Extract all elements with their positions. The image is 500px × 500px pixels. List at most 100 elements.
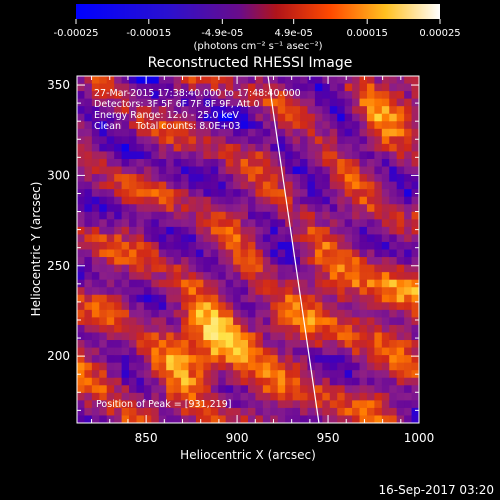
heatmap-cell	[248, 362, 257, 371]
heatmap-cell	[195, 340, 204, 349]
heatmap-cell	[91, 272, 100, 281]
heatmap-cell	[143, 287, 152, 296]
heatmap-cell	[77, 121, 86, 130]
heatmap-cell	[337, 347, 346, 356]
heatmap-cell	[158, 181, 167, 190]
heatmap-cell	[129, 106, 138, 115]
heatmap-cell	[381, 302, 390, 311]
heatmap-cell	[262, 415, 271, 423]
heatmap-cell	[233, 362, 242, 371]
heatmap-cell	[389, 302, 398, 311]
heatmap-cell	[233, 407, 242, 417]
heatmap-cell	[121, 196, 130, 205]
heatmap-cell	[262, 340, 271, 349]
heatmap-cell	[396, 226, 405, 236]
heatmap-cell	[240, 294, 249, 303]
heatmap-cell	[136, 76, 145, 85]
heatmap-cell	[292, 272, 301, 281]
heatmap-cell	[322, 272, 331, 281]
heatmap-cell	[344, 234, 353, 243]
heatmap-cell	[225, 121, 234, 130]
heatmap-cell	[240, 279, 249, 288]
heatmap-cell	[322, 309, 331, 318]
heatmap-cell	[106, 181, 115, 190]
heatmap-cell	[307, 204, 316, 213]
heatmap-cell	[106, 362, 115, 371]
heatmap-cell	[166, 279, 175, 288]
heatmap-cell	[240, 219, 249, 228]
heatmap-cell	[240, 400, 249, 409]
heatmap-cell	[270, 143, 279, 153]
heatmap-cell	[233, 302, 242, 311]
heatmap-cell	[166, 370, 175, 379]
heatmap-cell	[114, 407, 123, 417]
heatmap-cell	[337, 392, 346, 401]
heatmap-cell	[158, 355, 167, 364]
heatmap-cell	[292, 151, 301, 160]
heatmap-cell	[218, 309, 227, 318]
heatmap-cell	[329, 355, 338, 364]
heatmap-cell	[166, 211, 175, 220]
heatmap-cell	[277, 392, 286, 401]
heatmap-cell	[225, 264, 234, 273]
heatmap-cell	[411, 332, 419, 341]
heatmap-cell	[396, 76, 405, 85]
heatmap-cell	[270, 241, 279, 251]
heatmap-cell	[240, 272, 249, 281]
heatmap-cell	[262, 234, 271, 243]
heatmap-cell	[389, 264, 398, 273]
heatmap-cell	[225, 287, 234, 296]
heatmap-cell	[248, 415, 257, 423]
heatmap-cell	[173, 241, 182, 251]
heatmap-cell	[166, 219, 175, 228]
heatmap-cell	[292, 196, 301, 205]
heatmap-cell	[84, 257, 93, 266]
heatmap-cell	[129, 309, 138, 318]
heatmap-cell	[270, 91, 279, 100]
heatmap-cell	[240, 241, 249, 251]
heatmap-cell	[121, 257, 130, 266]
heatmap-cell	[270, 370, 279, 379]
heatmap-cell	[151, 166, 160, 175]
heatmap-cell	[262, 98, 271, 107]
heatmap-cell	[106, 241, 115, 251]
heatmap-cell	[188, 385, 197, 394]
heatmap-cell	[91, 332, 100, 341]
heatmap-cell	[136, 279, 145, 288]
heatmap-cell	[195, 309, 204, 318]
heatmap-cell	[329, 211, 338, 220]
heatmap-cell	[121, 151, 130, 160]
heatmap-cell	[307, 385, 316, 394]
heatmap-cell	[404, 385, 413, 394]
heatmap-cell	[255, 392, 264, 401]
heatmap-cell	[248, 166, 257, 175]
heatmap-cell	[307, 121, 316, 130]
heatmap-cell	[143, 415, 152, 423]
heatmap-cell	[381, 204, 390, 213]
heatmap-cell	[300, 287, 309, 296]
heatmap-cell	[389, 287, 398, 296]
heatmap-cell	[359, 294, 368, 303]
heatmap-cell	[262, 400, 271, 409]
heatmap-cell	[300, 249, 309, 258]
heatmap-cell	[240, 189, 249, 198]
heatmap-cell	[285, 287, 294, 296]
heatmap-cell	[114, 241, 123, 251]
heatmap-cell	[329, 76, 338, 85]
heatmap-cell	[233, 121, 242, 130]
heatmap-cell	[188, 234, 197, 243]
heatmap-cell	[151, 302, 160, 311]
heatmap-cell	[173, 106, 182, 115]
heatmap-cell	[225, 347, 234, 356]
heatmap-cell	[389, 415, 398, 423]
heatmap-cell	[359, 257, 368, 266]
heatmap-cell	[225, 204, 234, 213]
heatmap-cell	[352, 158, 361, 168]
heatmap-cell	[352, 332, 361, 341]
heatmap-cell	[121, 347, 130, 356]
heatmap-cell	[381, 377, 390, 386]
heatmap-cell	[240, 204, 249, 213]
heatmap-cell	[366, 362, 375, 371]
heatmap-cell	[366, 272, 375, 281]
heatmap-cell	[344, 106, 353, 115]
